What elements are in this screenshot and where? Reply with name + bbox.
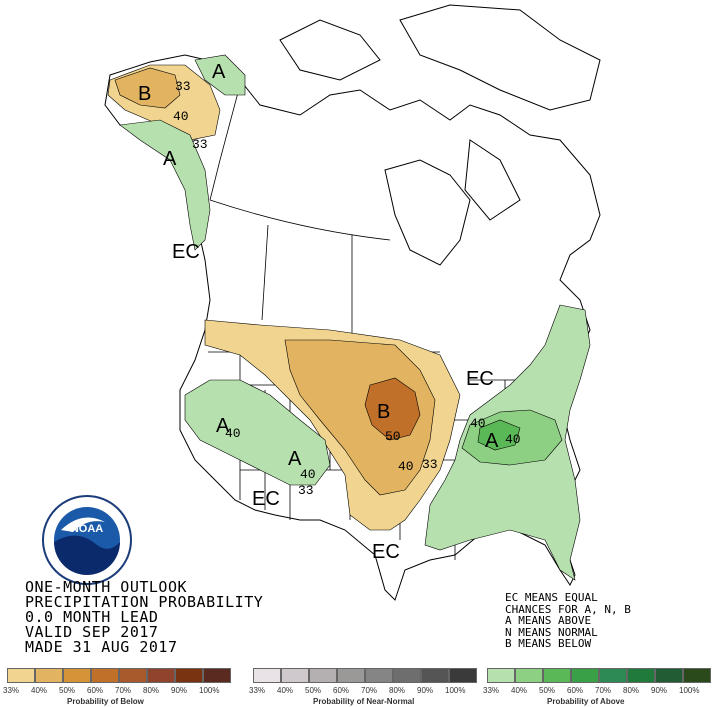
contour-se-40a: 40 — [470, 416, 486, 431]
precipitation-outlook-map: B A A EC A A EC B EC EC A 33 40 33 40 40… — [42, 4, 601, 601]
label-a-alaska-north: A — [212, 61, 226, 83]
legend-normal-tick: 70% — [361, 686, 378, 695]
legend-below-swatch — [35, 668, 63, 683]
title-line-3: 0.0 MONTH LEAD — [25, 608, 159, 626]
contour-rk-40: 40 — [300, 467, 316, 482]
legend-below-tick: 40% — [31, 686, 48, 695]
label-ec-south: EC — [372, 541, 400, 563]
legend-above-swatch — [543, 668, 571, 683]
legend-above-caption: Probability of Above — [547, 697, 625, 706]
legend-above-swatch — [683, 668, 711, 683]
legend-below-tick: 100% — [199, 686, 220, 695]
legend-above-tick: 40% — [511, 686, 528, 695]
key-line-5: B MEANS BELOW — [505, 637, 592, 650]
legend-above-tick: 90% — [651, 686, 668, 695]
legend-normal-tick: 40% — [277, 686, 294, 695]
legend-above-swatch — [571, 668, 599, 683]
key-line-2: CHANCES FOR A, N, B — [505, 602, 631, 616]
legend-normal-swatch — [365, 668, 393, 683]
title-line-1: ONE-MONTH OUTLOOK — [25, 578, 188, 596]
legend-normal-tick: 33% — [249, 686, 266, 695]
legend-below-swatch — [119, 668, 147, 683]
contour-pl-33: 33 — [422, 457, 438, 472]
label-a-alaska-south: A — [163, 148, 177, 170]
legend-below-swatch — [7, 668, 35, 683]
legend-above-swatch — [487, 668, 515, 683]
label-a-great-basin: A — [216, 415, 230, 437]
above-normal-regions — [119, 54, 591, 581]
title-line-4: VALID SEP 2017 — [25, 623, 159, 641]
legend-above-tick: 100% — [679, 686, 700, 695]
legend-normal-swatch — [309, 668, 337, 683]
legend-above-swatch — [655, 668, 683, 683]
label-ec-west: EC — [172, 241, 200, 263]
legend-below-tick: 33% — [3, 686, 20, 695]
legend-above-tick: 70% — [595, 686, 612, 695]
legend-above-swatch — [627, 668, 655, 683]
outlook-title: ONE-MONTH OUTLOOK PRECIPITATION PROBABIL… — [25, 580, 263, 655]
legend-above-tick: 33% — [483, 686, 500, 695]
legend-normal-swatch — [281, 668, 309, 683]
label-a-rockies: A — [288, 448, 302, 470]
contour-pl-50: 50 — [385, 429, 401, 444]
contour-ak-33-mid: 33 — [192, 137, 208, 152]
contour-rk-33: 33 — [298, 483, 314, 498]
arctic-islands — [279, 4, 601, 221]
legend-below-swatch — [63, 668, 91, 683]
legend-below-swatch — [203, 668, 231, 683]
legend-above-tick: 50% — [539, 686, 556, 695]
contour-pl-40: 40 — [398, 459, 414, 474]
label-a-southeast: A — [485, 430, 499, 452]
legend-below-tick: 70% — [115, 686, 132, 695]
legend-below-tick: 90% — [171, 686, 188, 695]
label-ec-southwest: EC — [252, 488, 280, 510]
title-line-5: MADE 31 AUG 2017 — [25, 638, 178, 656]
legend-normal-tick: 100% — [445, 686, 466, 695]
legend-above-tick: 80% — [623, 686, 640, 695]
legend-normal-tick: 50% — [305, 686, 322, 695]
noaa-logo-text: NOAA — [71, 523, 103, 535]
legend-normal-swatch — [393, 668, 421, 683]
contour-ak-33-top: 33 — [175, 79, 191, 94]
noaa-logo: NOAA — [42, 495, 132, 585]
legend-normal-swatch — [449, 668, 477, 683]
label-ec-greatlakes: EC — [466, 368, 494, 390]
legend-above-swatch — [599, 668, 627, 683]
legend-normal-swatch — [421, 668, 449, 683]
legend-below-caption: Probability of Below — [67, 697, 144, 706]
label-b-plains: B — [377, 401, 390, 423]
legend-normal-caption: Probability of Near-Normal — [313, 697, 415, 706]
below-normal-regions — [107, 64, 461, 531]
contour-ak-40: 40 — [173, 109, 189, 124]
legend-below-tick: 80% — [143, 686, 160, 695]
title-line-2: PRECIPITATION PROBABILITY — [25, 593, 264, 611]
legend-below-tick: 60% — [87, 686, 104, 695]
legend-normal-swatch — [337, 668, 365, 683]
legend-normal-tick: 90% — [417, 686, 434, 695]
legend-normal-swatch — [253, 668, 281, 683]
key-line-3: A MEANS ABOVE — [505, 614, 592, 627]
legend-normal-tick: 80% — [389, 686, 406, 695]
contour-se-40b: 40 — [505, 432, 521, 447]
legend-above-tick: 60% — [567, 686, 584, 695]
label-b-alaska: B — [138, 83, 151, 105]
legend-normal-tick: 60% — [333, 686, 350, 695]
hudson-bay — [384, 159, 471, 266]
legend-below-swatch — [91, 668, 119, 683]
contour-gb-40: 40 — [225, 426, 241, 441]
legend-above-swatch — [515, 668, 543, 683]
key-line-4: N MEANS NORMAL — [505, 625, 598, 639]
legend-below-tick: 50% — [59, 686, 76, 695]
map-key: EC MEANS EQUAL CHANCES FOR A, N, B A MEA… — [505, 592, 631, 650]
key-line-1: EC MEANS EQUAL — [505, 591, 598, 604]
legend-below-swatch — [175, 668, 203, 683]
legend-below-swatch — [147, 668, 175, 683]
